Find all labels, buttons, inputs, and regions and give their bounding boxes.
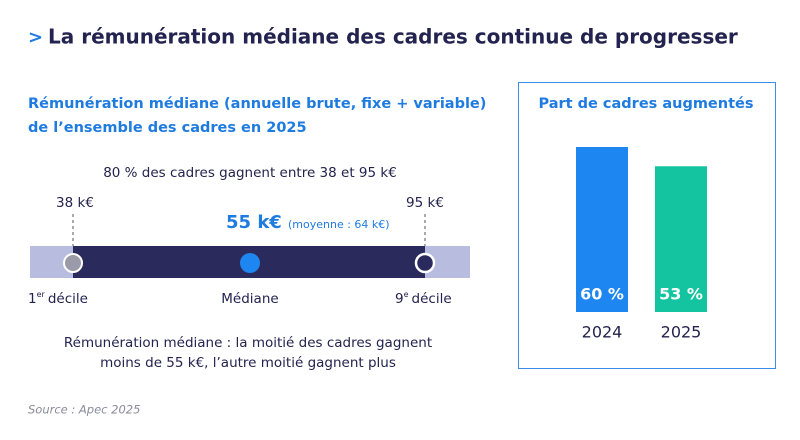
- high-marker: 9e décile: [395, 290, 452, 308]
- panel-title: Rémunération médiane (annuelle brute, fi…: [28, 96, 486, 112]
- x-tick-label: 2024: [582, 323, 623, 342]
- panel-title: de l’ensemble des cadres en 2025: [28, 120, 307, 136]
- bar: [655, 166, 707, 312]
- median-dot: [240, 253, 260, 273]
- ordinal-suffix: e: [404, 290, 409, 299]
- chart-title: Part de cadres augmentés: [539, 96, 754, 112]
- source: Source : Apec 2025: [28, 403, 140, 417]
- bar-chart: 60 % 2024 53 % 2025: [576, 147, 707, 342]
- bar-value-label: 60 %: [580, 285, 624, 304]
- ordinal-suffix: er: [37, 290, 46, 299]
- title-marker: >: [28, 27, 43, 48]
- x-tick-label: 2025: [661, 323, 702, 342]
- note: moins de 55 k€, l’autre moitié gagnent p…: [100, 355, 396, 371]
- ordinal: 1: [28, 291, 37, 307]
- high-dot: [414, 252, 436, 274]
- bar: [576, 147, 628, 312]
- note: Rémunération médiane : la moitié des cad…: [64, 335, 432, 351]
- ordinal: 9: [395, 291, 404, 307]
- median-marker: Médiane: [221, 291, 278, 307]
- range-caption: 80 % des cadres gagnent entre 38 et 95 k…: [103, 165, 397, 181]
- marker-text: décile: [412, 291, 452, 307]
- page-title: La rémunération médiane des cadres conti…: [48, 25, 738, 49]
- low-dot: [63, 253, 83, 273]
- bar-value-label: 53 %: [659, 285, 703, 304]
- low-marker: 1er décile: [28, 290, 88, 308]
- low-value: 38 k€: [56, 195, 94, 211]
- mean-value: (moyenne : 64 k€): [288, 218, 390, 231]
- median-value: 55 k€: [226, 212, 282, 233]
- high-value: 95 k€: [406, 195, 444, 211]
- chart-frame: [518, 82, 776, 369]
- marker-text: décile: [48, 291, 88, 307]
